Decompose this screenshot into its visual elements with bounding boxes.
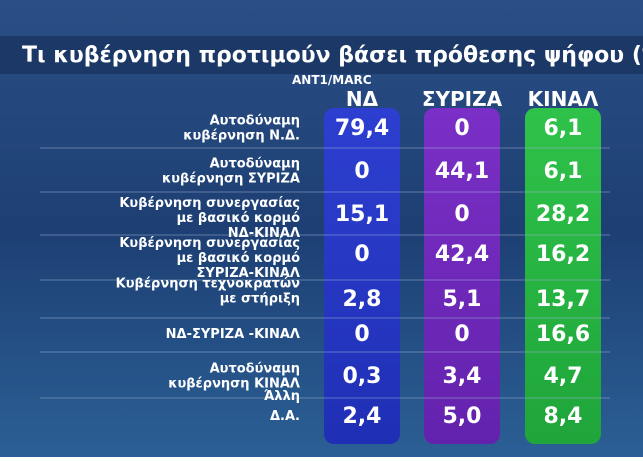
row-label: ΣΥΡΙΖΑ-ΚΙΝΑΛ — [197, 266, 300, 281]
cell-value: 6,1 — [544, 159, 583, 184]
cell-value: 3,4 — [443, 364, 482, 389]
title: Τι κυβέρνηση προτιμούν βάσει πρόθεσης ψή… — [22, 43, 643, 68]
row-label: Άλλη — [264, 389, 300, 404]
cell-value: 42,4 — [435, 242, 489, 267]
row-label: Κυβέρνηση συνεργασίας — [119, 236, 300, 251]
row-label: κυβέρνηση Ν.Δ. — [183, 129, 300, 144]
source: ANT1/MARC — [292, 73, 372, 87]
row-label: Κυβέρνηση τεχνοκρατών — [116, 277, 300, 292]
row-label: ΝΔ-ΚΙΝΑΛ — [228, 226, 300, 241]
cell-value: 16,2 — [536, 242, 590, 267]
cell-value: 0 — [354, 322, 369, 347]
cell-value: 0 — [454, 202, 469, 227]
cell-value: 4,7 — [544, 364, 583, 389]
row-label: με βασικό κορμό — [177, 211, 300, 226]
row-label: με στήριξη — [220, 292, 300, 307]
cell-value: 5,0 — [443, 404, 482, 429]
cell-value: 15,1 — [335, 202, 389, 227]
cell-value: 6,1 — [544, 116, 583, 141]
column-header: ΝΔ — [346, 87, 379, 111]
cell-value: 2,4 — [343, 404, 382, 429]
cell-value: 0 — [454, 322, 469, 347]
row-label: ΝΔ-ΣΥΡΙΖΑ -ΚΙΝΑΛ — [166, 327, 300, 342]
cell-value: 2,8 — [343, 287, 382, 312]
cell-value: 16,6 — [536, 322, 590, 347]
cell-value: 79,4 — [335, 116, 389, 141]
cell-value: 44,1 — [435, 159, 489, 184]
title-bar — [0, 36, 643, 74]
row-label: Κυβέρνηση συνεργασίας — [119, 196, 300, 211]
cell-value: 0 — [354, 159, 369, 184]
row-label: Αυτοδύναμη — [210, 157, 300, 172]
cell-value: 0 — [454, 116, 469, 141]
row-label: κυβέρνηση ΣΥΡΙΖΑ — [162, 172, 300, 187]
cell-value: 0 — [354, 242, 369, 267]
cell-value: 13,7 — [536, 287, 590, 312]
cell-value: 8,4 — [544, 404, 583, 429]
row-label: με βασικό κορμό — [177, 251, 300, 266]
cell-value: 0,3 — [343, 364, 382, 389]
cell-value: 5,1 — [443, 287, 482, 312]
row-label: κυβέρνηση ΚΙΝΑΛ — [168, 377, 300, 392]
column-header: ΣΥΡΙΖΑ — [422, 87, 503, 111]
cell-value: 28,2 — [536, 202, 590, 227]
row-label: Δ.Α. — [270, 409, 300, 424]
row-label: Αυτοδύναμη — [210, 362, 300, 377]
column-header: ΚΙΝΑΛ — [528, 87, 599, 111]
row-label: Αυτοδύναμη — [210, 114, 300, 129]
